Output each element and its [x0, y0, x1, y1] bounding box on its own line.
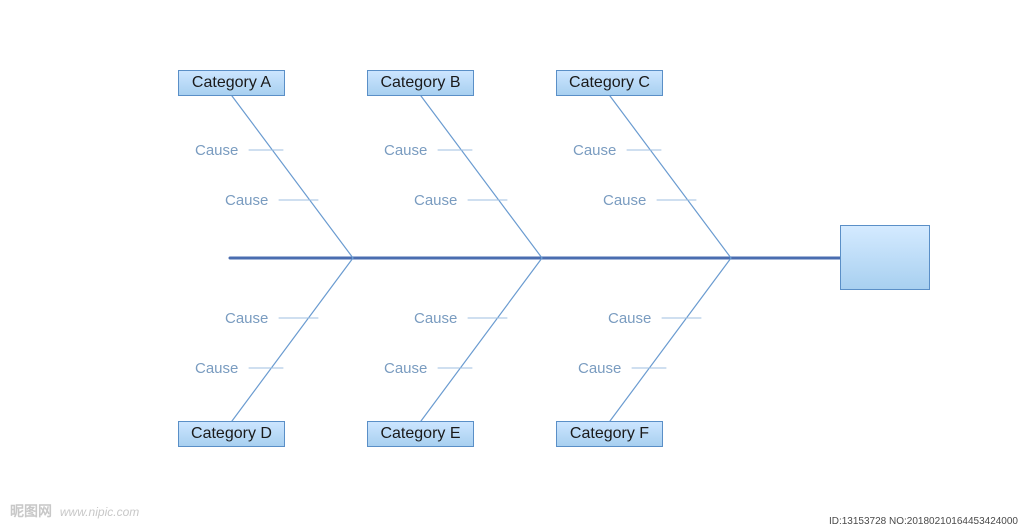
category-label: Category B: [380, 74, 460, 92]
cause-label: Cause: [195, 142, 238, 159]
cause-label: Cause: [414, 310, 457, 327]
category-label: Category F: [570, 425, 649, 443]
cause-label: Cause: [578, 360, 621, 377]
category-label: Category E: [380, 425, 460, 443]
category-bottom-1-box: Category E: [367, 421, 474, 447]
cause-label: Cause: [225, 310, 268, 327]
category-top-0-box: Category A: [178, 70, 285, 96]
category-top-2-box: Category C: [556, 70, 663, 96]
category-top-1-box: Category B: [367, 70, 474, 96]
fishbone-diagram: Category A Cause Cause Category B Cause Cause…: [0, 0, 1024, 529]
watermark-text1: 昵图网: [10, 503, 52, 519]
category-bottom-2-box: Category F: [556, 421, 663, 447]
cause-label: Cause: [608, 310, 651, 327]
category-label: Category A: [192, 74, 271, 92]
cause-label: Cause: [573, 142, 616, 159]
cause-label: Cause: [603, 192, 646, 209]
category-label: Category D: [191, 425, 272, 443]
footer-id: ID:13153728 NO:20180210164453424000: [829, 516, 1018, 527]
watermark-text2: www.nipic.com: [60, 505, 139, 519]
cause-label: Cause: [384, 360, 427, 377]
cause-label: Cause: [195, 360, 238, 377]
cause-label: Cause: [384, 142, 427, 159]
watermark: 昵图网 www.nipic.com: [10, 501, 139, 521]
cause-label: Cause: [414, 192, 457, 209]
category-label: Category C: [569, 74, 650, 92]
cause-label: Cause: [225, 192, 268, 209]
effect-box: [840, 225, 930, 290]
category-bottom-0-box: Category D: [178, 421, 285, 447]
